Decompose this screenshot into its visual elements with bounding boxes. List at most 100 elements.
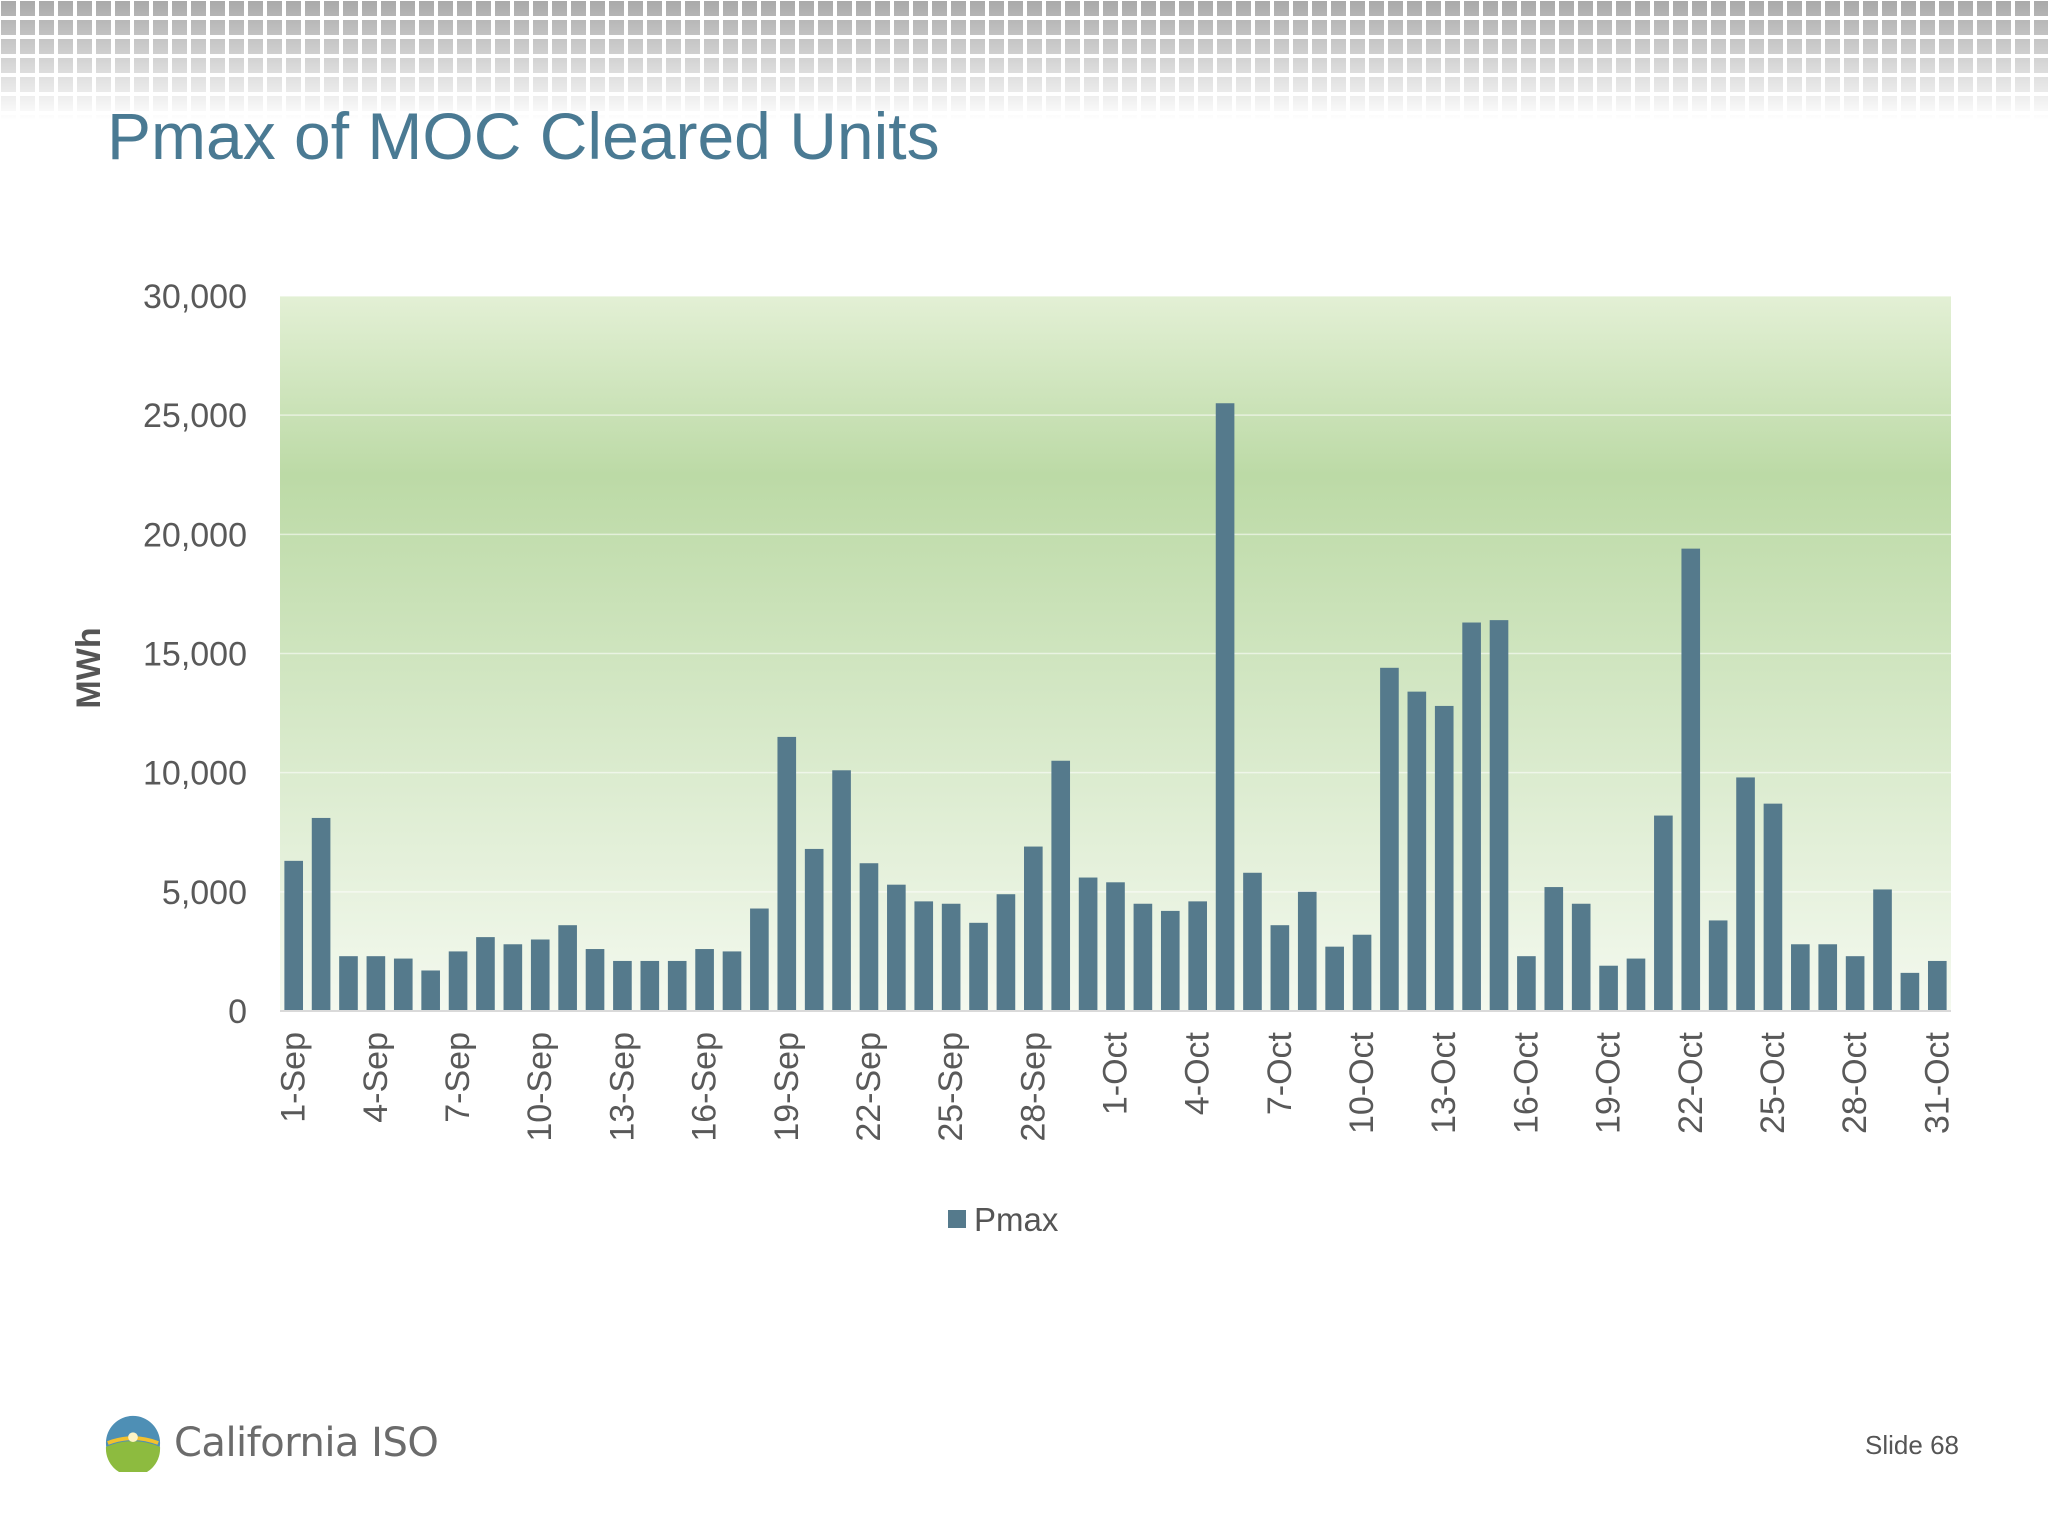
x-tick-label: 4-Sep xyxy=(357,1032,395,1123)
bar xyxy=(1434,705,1454,1011)
bar xyxy=(1791,944,1810,1011)
x-tick-label: 22-Oct xyxy=(1672,1031,1710,1134)
bar xyxy=(1078,877,1098,1011)
bar xyxy=(1599,965,1618,1011)
bar xyxy=(1489,620,1509,1011)
bar xyxy=(1297,891,1317,1011)
bar xyxy=(1160,910,1180,1011)
bar xyxy=(613,960,632,1011)
x-tick-label: 19-Sep xyxy=(768,1032,806,1142)
bar xyxy=(1051,760,1071,1011)
footer-org-name: California ISO xyxy=(174,1420,439,1466)
x-tick-label: 13-Oct xyxy=(1425,1031,1463,1134)
bar xyxy=(476,937,495,1011)
bar xyxy=(1736,777,1755,1011)
bar xyxy=(530,939,550,1011)
bar xyxy=(284,860,304,1011)
bar xyxy=(1845,956,1865,1011)
california-iso-logo: California ISO xyxy=(104,1414,439,1472)
x-tick-label: 10-Sep xyxy=(521,1032,559,1142)
bar xyxy=(914,901,934,1011)
x-tick-label: 13-Sep xyxy=(603,1032,641,1142)
bar xyxy=(1024,846,1043,1011)
x-tick-label: 25-Sep xyxy=(932,1032,970,1142)
bar xyxy=(1763,803,1783,1011)
bar xyxy=(804,848,824,1011)
y-tick-label: 5,000 xyxy=(162,874,247,912)
y-tick-label: 10,000 xyxy=(143,755,247,793)
bar xyxy=(996,894,1016,1011)
bar xyxy=(777,736,797,1011)
bar xyxy=(722,951,742,1011)
bar xyxy=(421,970,440,1011)
bar xyxy=(1681,548,1701,1011)
bar xyxy=(1188,901,1207,1011)
x-tick-label: 10-Oct xyxy=(1343,1031,1381,1134)
header-pattern xyxy=(0,0,2048,150)
bar xyxy=(366,956,386,1011)
bar xyxy=(1106,882,1125,1011)
bar xyxy=(1571,903,1591,1011)
bar xyxy=(941,903,961,1011)
bar xyxy=(1270,925,1290,1011)
x-tick-label: 7-Oct xyxy=(1261,1031,1299,1115)
bar xyxy=(1133,903,1153,1011)
bar xyxy=(448,951,468,1011)
x-tick-label: 19-Oct xyxy=(1590,1031,1628,1134)
x-tick-label: 31-Oct xyxy=(1918,1031,1956,1134)
legend-swatch xyxy=(948,1210,966,1228)
bar xyxy=(393,958,413,1011)
bar xyxy=(1215,403,1235,1011)
bar xyxy=(1708,920,1728,1011)
bar xyxy=(887,884,906,1011)
bar xyxy=(1900,972,1920,1011)
x-tick-label: 4-Oct xyxy=(1179,1031,1217,1115)
bar xyxy=(1325,946,1344,1011)
bar xyxy=(1927,960,1947,1011)
page-title: Pmax of MOC Cleared Units xyxy=(107,99,940,173)
y-tick-label: 15,000 xyxy=(143,636,247,674)
california-iso-logo-icon xyxy=(105,1415,161,1472)
bar xyxy=(1544,887,1564,1011)
bar xyxy=(558,925,577,1011)
bar xyxy=(667,960,687,1011)
y-tick-label: 20,000 xyxy=(143,516,247,554)
y-tick-label: 25,000 xyxy=(143,397,247,435)
bar xyxy=(695,949,714,1011)
slide-number: Slide 68 xyxy=(1865,1430,1959,1460)
x-tick-label: 22-Sep xyxy=(850,1032,888,1142)
bar xyxy=(311,817,331,1011)
bar xyxy=(750,908,769,1011)
x-tick-label: 1-Oct xyxy=(1097,1031,1135,1115)
bar xyxy=(1380,667,1399,1011)
bar xyxy=(1462,622,1481,1011)
x-tick-label: 28-Sep xyxy=(1014,1032,1052,1142)
x-tick-label: 1-Sep xyxy=(275,1032,313,1123)
x-tick-label: 28-Oct xyxy=(1836,1031,1874,1134)
x-tick-label: 16-Sep xyxy=(686,1032,724,1142)
y-tick-label: 30,000 xyxy=(143,278,247,316)
bar xyxy=(1654,815,1673,1011)
bar xyxy=(1873,889,1892,1011)
bar xyxy=(339,956,358,1011)
bar xyxy=(1243,872,1262,1011)
bar xyxy=(585,949,605,1011)
bar xyxy=(503,944,523,1011)
bar xyxy=(1407,691,1427,1011)
y-axis-label: MWh xyxy=(70,627,108,708)
bar xyxy=(832,770,851,1011)
x-tick-label: 25-Oct xyxy=(1754,1031,1792,1134)
x-tick-label: 16-Oct xyxy=(1507,1031,1545,1134)
bar xyxy=(1352,934,1372,1011)
bar xyxy=(640,960,660,1011)
x-tick-label: 7-Sep xyxy=(439,1032,477,1123)
bar xyxy=(1818,944,1838,1011)
bar xyxy=(1517,956,1536,1011)
legend-label: Pmax xyxy=(974,1201,1059,1238)
y-tick-label: 0 xyxy=(228,993,247,1031)
bar xyxy=(1626,958,1646,1011)
legend: Pmax xyxy=(948,1201,1059,1238)
bar xyxy=(969,922,988,1011)
bar xyxy=(859,863,879,1011)
